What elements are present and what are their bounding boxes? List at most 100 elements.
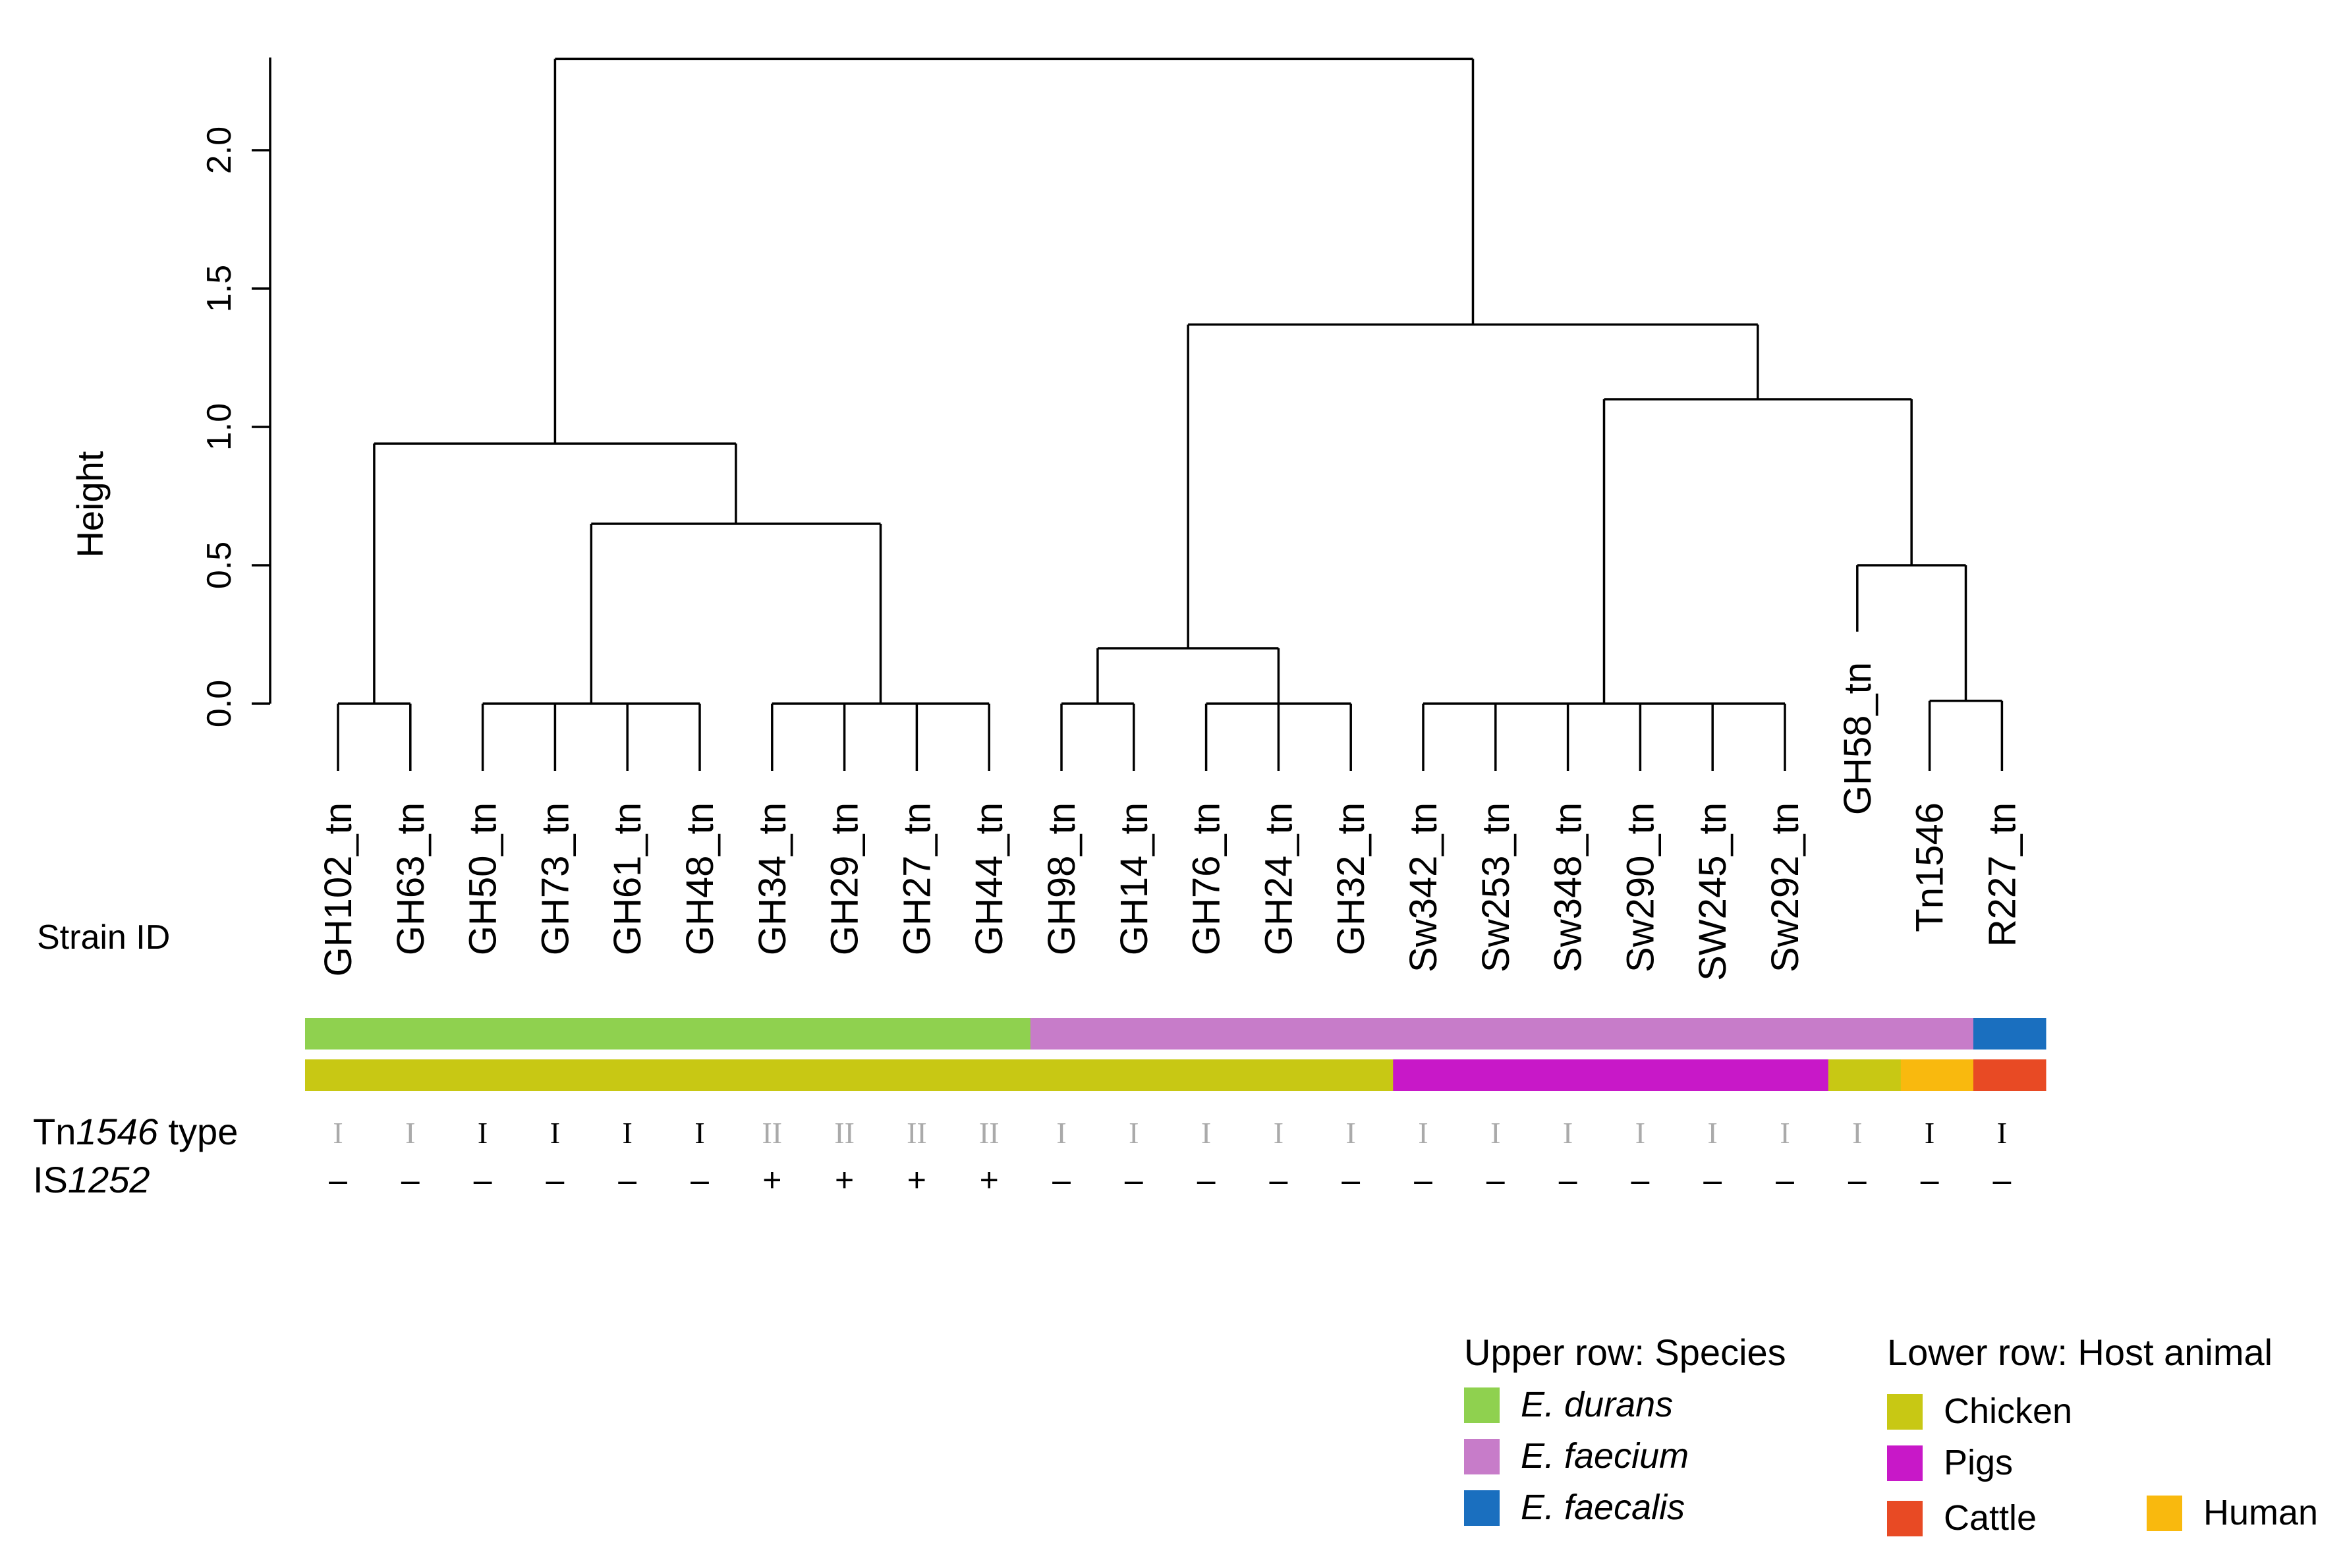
tn1546-type-value: II: [834, 1116, 855, 1150]
tn1546-type-value: I: [1708, 1116, 1718, 1150]
leaf-label-r227_tn: R227_tn: [1981, 802, 2023, 947]
tn1546-type-value: I: [1563, 1116, 1573, 1150]
tn1546-type-value: II: [979, 1116, 1000, 1150]
is1252-value: –: [546, 1162, 564, 1198]
leaf-label-gh27_tn: GH27_tn: [895, 802, 938, 955]
host-legend-swatch: [2147, 1496, 2182, 1531]
tn1546-type-value: I: [1780, 1116, 1790, 1150]
tn1546-type-value: I: [1056, 1116, 1066, 1150]
leaf-label-gh29_tn: GH29_tn: [824, 802, 866, 955]
leaf-label-sw348_tn: Sw348_tn: [1547, 802, 1590, 972]
leaf-label-sw253_tn: Sw253_tn: [1475, 802, 1517, 972]
host-legend-label: Cattle: [1944, 1498, 2037, 1538]
leaf-label-gh58_tn: GH58_tn: [1836, 662, 1879, 815]
species-segment-e-faecium: [1030, 1018, 1974, 1050]
leaf-label-gh61_tn: GH61_tn: [606, 802, 649, 955]
leaf-label-gh14_tn: GH14_tn: [1113, 802, 1156, 955]
leaf-label-gh76_tn: GH76_tn: [1185, 802, 1228, 955]
is1252-value: +: [762, 1162, 781, 1198]
leaf-label-gh44_tn: GH44_tn: [968, 802, 1011, 955]
species-legend-swatch: [1464, 1439, 1500, 1474]
host-legend-swatch: [1887, 1445, 1923, 1481]
leaf-label-gh32_tn: GH32_tn: [1330, 802, 1372, 955]
tn1546-type-value: II: [762, 1116, 782, 1150]
leaf-label-gh63_tn: GH63_tn: [389, 802, 432, 955]
is1252-value: –: [1703, 1162, 1722, 1198]
is1252-label: IS1252: [33, 1159, 150, 1200]
tn1546-type-value: I: [1997, 1116, 2007, 1150]
tn1546-type-value: I: [1201, 1116, 1211, 1150]
species-legend-label: E. faecalis: [1521, 1488, 1685, 1527]
tn1546-type-value: I: [550, 1116, 560, 1150]
species-segment-e-durans: [305, 1018, 1031, 1050]
leaf-label-tn1546: Tn1546: [1909, 802, 1952, 932]
species-legend-label: E. durans: [1521, 1385, 1673, 1424]
is1252-value: –: [1992, 1162, 2011, 1198]
is1252-value: –: [1631, 1162, 1649, 1198]
tn1546-type-value: I: [1274, 1116, 1284, 1150]
leaf-label-gh98_tn: GH98_tn: [1040, 802, 1083, 955]
y-tick-label: 2.0: [200, 126, 239, 174]
tn1546-type-value: I: [333, 1116, 343, 1150]
host-legend-label: Pigs: [1944, 1443, 2013, 1482]
is1252-value: –: [1486, 1162, 1505, 1198]
is1252-value: –: [329, 1162, 347, 1198]
species-legend-swatch: [1464, 1387, 1500, 1423]
host-legend-swatch: [1887, 1394, 1923, 1430]
is1252-value: –: [1269, 1162, 1287, 1198]
tn1546-type-value: I: [1635, 1116, 1645, 1150]
tn1546-type-value: I: [1490, 1116, 1500, 1150]
host-legend-swatch: [1887, 1501, 1923, 1536]
tn1546-type-label: Tn1546 type: [33, 1111, 238, 1152]
tn1546-type-value: I: [1418, 1116, 1428, 1150]
leaf-label-sw292_tn: Sw292_tn: [1764, 802, 1807, 972]
is1252-value: –: [618, 1162, 636, 1198]
host-legend-label: Chicken: [1944, 1391, 2072, 1431]
leaf-label-gh50_tn: GH50_tn: [462, 802, 505, 955]
is1252-value: –: [1125, 1162, 1143, 1198]
strain-id-label: Strain ID: [37, 918, 170, 957]
host-segment-human: [1900, 1059, 1974, 1091]
host-segment-chicken: [1828, 1059, 1902, 1091]
leaf-label-gh24_tn: GH24_tn: [1257, 802, 1300, 955]
tn1546-type-value: I: [405, 1116, 415, 1150]
tn1546-type-value: II: [907, 1116, 927, 1150]
is1252-value: –: [1921, 1162, 1939, 1198]
y-tick-label: 1.5: [200, 265, 239, 312]
leaf-label-gh34_tn: GH34_tn: [751, 802, 794, 955]
is1252-value: –: [1341, 1162, 1360, 1198]
leaf-label-gh73_tn: GH73_tn: [534, 802, 577, 955]
is1252-value: –: [1848, 1162, 1867, 1198]
y-tick-label: 0.5: [200, 542, 239, 589]
is1252-value: –: [1052, 1162, 1071, 1198]
leaf-label-gh102_tn: GH102_tn: [317, 802, 360, 976]
leaf-label-sw290_tn: Sw290_tn: [1619, 802, 1662, 972]
is1252-value: –: [691, 1162, 709, 1198]
is1252-value: +: [980, 1162, 999, 1198]
is1252-value: –: [1559, 1162, 1577, 1198]
leaf-label-sw342_tn: Sw342_tn: [1402, 802, 1445, 972]
species-segment-e-faecalis: [1973, 1018, 2047, 1050]
species-legend-swatch: [1464, 1490, 1500, 1526]
dendrogram-tree: [337, 57, 2004, 771]
species-legend-title: Upper row: Species: [1464, 1331, 1786, 1373]
leaf-labels: GH102_tn GH63_tn GH50_tn GH73_tn GH61_tn GH48…: [317, 662, 2023, 981]
species-legend-label: E. faecium: [1521, 1436, 1689, 1476]
tn1546-type-value: I: [694, 1116, 704, 1150]
tn1546-type-value: I: [478, 1116, 488, 1150]
tn1546-type-value: I: [623, 1116, 633, 1150]
tn1546-type-value: I: [1346, 1116, 1356, 1150]
host-segment-chicken: [305, 1059, 1394, 1091]
is1252-value: +: [835, 1162, 854, 1198]
host-legend-title: Lower row: Host animal: [1887, 1331, 2272, 1373]
leaf-label-gh48_tn: GH48_tn: [679, 802, 721, 955]
is1252-value: +: [907, 1162, 926, 1198]
tn1546-type-value: I: [1852, 1116, 1862, 1150]
tn1546-type-value: I: [1925, 1116, 1934, 1150]
leaf-label-sw245_tn: SW245_tn: [1691, 802, 1734, 981]
host-segment-cattle: [1973, 1059, 2047, 1091]
y-axis-label: Height: [69, 451, 111, 557]
is1252-value: –: [1197, 1162, 1216, 1198]
tn1546-type-value: I: [1129, 1116, 1139, 1150]
